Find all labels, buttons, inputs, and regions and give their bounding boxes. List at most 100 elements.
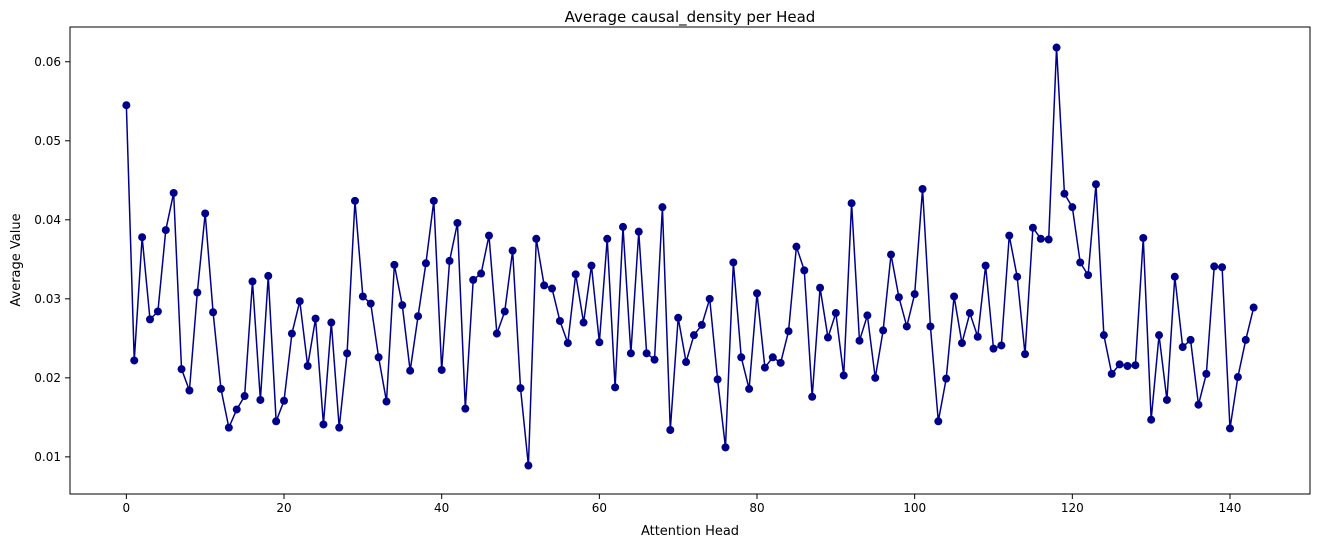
- data-point: [674, 313, 683, 322]
- data-point: [461, 404, 470, 413]
- data-point: [1052, 43, 1061, 52]
- data-point: [122, 101, 131, 110]
- data-point: [1186, 335, 1195, 344]
- data-point: [768, 353, 777, 362]
- data-point: [216, 384, 225, 393]
- x-tick-label: 40: [434, 501, 449, 515]
- data-point: [1147, 415, 1156, 424]
- data-point: [406, 366, 415, 375]
- data-point: [1068, 203, 1077, 212]
- plot-area-frame: [69, 26, 1311, 495]
- x-axis-title: Attention Head: [641, 524, 739, 539]
- data-point: [421, 259, 430, 268]
- data-point: [989, 344, 998, 353]
- data-point: [398, 301, 407, 310]
- data-point: [319, 420, 328, 429]
- y-axis-title: Average Value: [9, 213, 24, 306]
- data-point: [508, 246, 517, 255]
- y-tick-label: 0.04: [34, 213, 61, 227]
- data-point: [611, 383, 620, 392]
- y-tick-label: 0.01: [34, 450, 61, 464]
- data-point: [146, 315, 155, 324]
- data-point: [863, 311, 872, 320]
- data-point: [1076, 258, 1085, 267]
- data-point: [343, 349, 352, 358]
- data-point: [445, 256, 454, 265]
- x-tick-label: 120: [1061, 501, 1084, 515]
- data-point: [532, 234, 541, 243]
- x-tick-label: 0: [123, 501, 131, 515]
- data-point: [1115, 360, 1124, 369]
- data-point: [603, 234, 612, 243]
- data-point: [1155, 331, 1164, 340]
- data-point: [1084, 271, 1093, 280]
- data-point: [500, 307, 509, 316]
- data-point: [1178, 343, 1187, 352]
- data-point: [973, 332, 982, 341]
- data-point: [1162, 395, 1171, 404]
- data-point: [831, 309, 840, 318]
- data-point: [264, 271, 273, 280]
- data-point: [642, 349, 651, 358]
- data-point: [516, 384, 525, 393]
- data-point: [981, 261, 990, 270]
- data-point: [382, 397, 391, 406]
- data-point: [1013, 272, 1022, 281]
- data-point: [784, 327, 793, 336]
- data-point: [548, 284, 557, 293]
- data-point: [563, 339, 572, 348]
- data-point: [1036, 234, 1045, 243]
- data-point: [335, 423, 344, 432]
- data-point: [902, 322, 911, 331]
- data-point: [816, 283, 825, 292]
- data-point: [272, 417, 281, 426]
- data-point: [721, 443, 730, 452]
- data-point: [1202, 369, 1211, 378]
- data-point: [618, 222, 627, 231]
- data-point: [926, 322, 935, 331]
- data-point: [540, 281, 549, 290]
- data-point: [879, 326, 888, 335]
- data-point: [295, 297, 304, 306]
- data-point: [153, 307, 162, 316]
- data-point: [855, 336, 864, 345]
- data-point: [327, 318, 336, 327]
- data-point: [950, 292, 959, 301]
- data-point: [1107, 369, 1116, 378]
- data-point: [1123, 361, 1132, 370]
- data-point: [248, 277, 257, 286]
- data-point: [650, 355, 659, 364]
- y-tick-label: 0.03: [34, 292, 61, 306]
- data-point: [1210, 262, 1219, 271]
- data-point: [666, 425, 675, 434]
- data-point: [737, 353, 746, 362]
- data-point: [1021, 350, 1030, 359]
- data-point: [1091, 180, 1100, 189]
- data-point: [934, 417, 943, 426]
- y-tick-label: 0.02: [34, 371, 61, 385]
- data-point: [823, 333, 832, 342]
- data-point: [232, 405, 241, 414]
- data-point: [1060, 189, 1069, 198]
- data-point: [303, 361, 312, 370]
- x-tick-label: 80: [749, 501, 764, 515]
- data-point: [839, 371, 848, 380]
- data-point: [350, 196, 359, 205]
- data-point: [713, 375, 722, 384]
- data-point: [358, 292, 367, 301]
- data-point: [130, 356, 139, 365]
- data-point: [682, 358, 691, 367]
- data-point: [729, 258, 738, 267]
- data-point: [1028, 223, 1037, 232]
- data-point: [240, 392, 249, 401]
- data-point: [792, 242, 801, 251]
- data-point: [894, 293, 903, 302]
- data-point: [1139, 233, 1148, 242]
- data-point: [1249, 303, 1258, 312]
- data-point: [177, 365, 186, 374]
- data-point: [185, 386, 194, 395]
- data-point: [634, 227, 643, 236]
- data-point: [1233, 373, 1242, 382]
- y-axis-ticks: 0.01 0.02 0.03 0.04 0.05 0.06: [34, 55, 70, 464]
